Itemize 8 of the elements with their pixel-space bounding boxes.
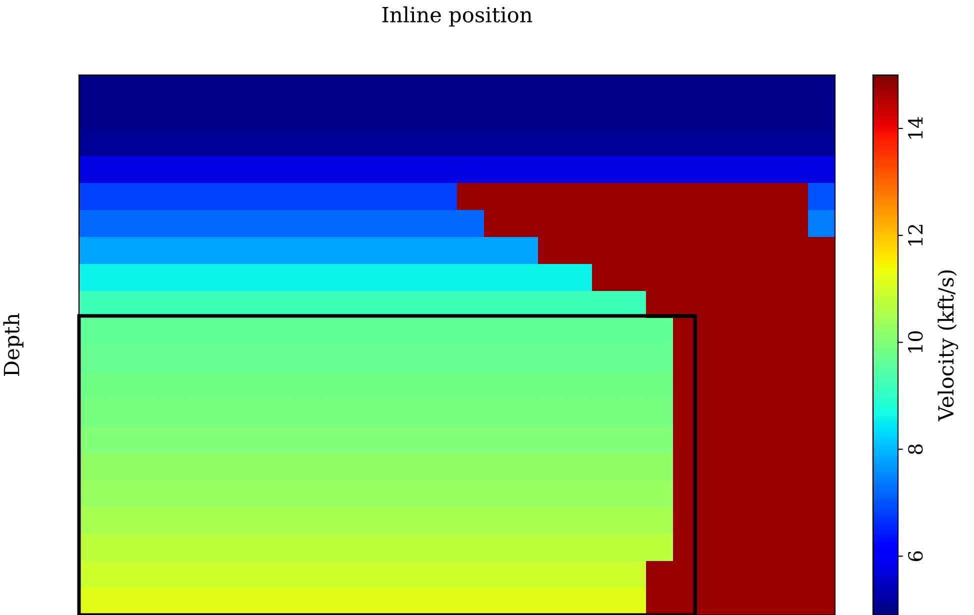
color-bar-title: Velocity (kft/s) [938,270,958,422]
color-bar-label: 6 [908,551,923,562]
color-bar-label: 12 [908,224,922,246]
x-axis-title: Inline position [382,6,532,27]
color-bar-label: 14 [908,117,922,138]
color-bar-label: 10 [908,331,923,352]
y-axis-title: Depth [3,314,24,376]
color-bar-label: 8 [908,444,923,454]
